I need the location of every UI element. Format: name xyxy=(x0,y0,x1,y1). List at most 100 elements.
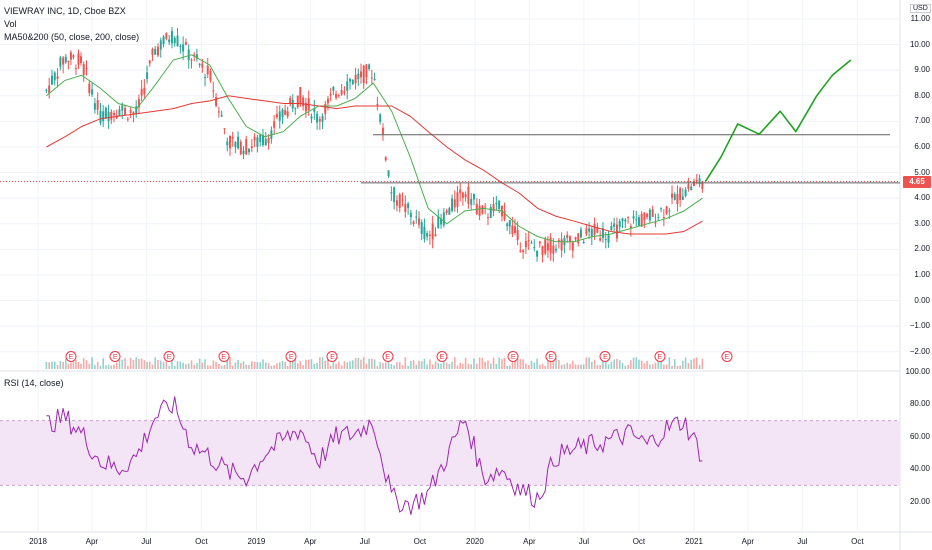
currency-unit[interactable]: USD xyxy=(910,4,931,13)
volume-indicator-label[interactable]: Vol xyxy=(4,19,17,29)
candle-body xyxy=(486,217,489,219)
volume-bar xyxy=(281,360,284,369)
candle-body xyxy=(379,114,382,122)
earnings-event-icon[interactable]: E xyxy=(436,351,448,362)
volume-bar xyxy=(676,365,679,369)
candle-body xyxy=(648,209,651,221)
volume-bar xyxy=(77,362,80,369)
volume-bar xyxy=(558,360,560,369)
volume-bar xyxy=(566,362,569,369)
volume-bar xyxy=(470,364,473,369)
candle-body xyxy=(193,54,196,57)
volume-bar xyxy=(437,363,440,369)
candle-body xyxy=(59,57,62,67)
rsi-indicator-label[interactable]: RSI (14, close) xyxy=(4,378,64,388)
candle-body xyxy=(74,68,77,70)
candle-body xyxy=(461,192,464,198)
volume-bar xyxy=(324,360,327,369)
earnings-event-icon[interactable]: E xyxy=(326,351,338,362)
volume-bar xyxy=(379,362,381,369)
volume-bar xyxy=(547,360,549,369)
time-axis-label: Jul xyxy=(578,537,589,546)
candle-body xyxy=(610,226,613,230)
candle-body xyxy=(82,64,85,75)
volume-bar xyxy=(209,365,212,369)
time-axis-label: Oct xyxy=(632,537,646,546)
volume-bar xyxy=(340,365,343,369)
candle-body xyxy=(346,81,349,91)
candle-body xyxy=(571,242,574,251)
candle-body xyxy=(522,250,525,253)
candle-body xyxy=(701,181,704,189)
moving-average-indicator-label[interactable]: MA50&200 (50, close, 200, close) xyxy=(4,32,140,42)
earnings-event-icon[interactable]: E xyxy=(721,351,733,362)
candle-body xyxy=(329,94,332,96)
volume-bar xyxy=(585,357,588,369)
candle-body xyxy=(657,217,660,219)
volume-bar xyxy=(638,359,640,369)
candle-body xyxy=(472,194,475,200)
candle-body xyxy=(195,54,198,59)
volume-bar xyxy=(185,364,187,369)
volume-bar xyxy=(618,360,621,369)
volume-bar xyxy=(316,362,318,369)
volume-bar xyxy=(182,362,184,369)
earnings-event-icon[interactable]: E xyxy=(65,351,77,362)
volume-bar xyxy=(448,364,451,369)
candle-body xyxy=(579,229,582,238)
volume-bar xyxy=(349,361,351,369)
ma200-line xyxy=(46,95,703,235)
candle-body xyxy=(514,226,517,233)
candle-body xyxy=(459,189,462,194)
volume-bar xyxy=(206,365,209,369)
earnings-event-icon[interactable]: E xyxy=(109,351,121,362)
rsi-band xyxy=(0,420,900,486)
volume-bar xyxy=(291,358,294,369)
volume-bar xyxy=(124,358,126,369)
candle-body xyxy=(464,194,467,198)
candle-body xyxy=(173,37,176,44)
candle-body xyxy=(190,59,193,61)
volume-bar xyxy=(273,365,275,369)
volume-bar xyxy=(102,358,104,369)
volume-bar xyxy=(610,361,613,369)
candle-body xyxy=(615,224,618,239)
earnings-event-icon[interactable]: E xyxy=(654,351,666,362)
volume-bar xyxy=(196,362,198,369)
volume-bar xyxy=(146,362,148,369)
earnings-event-icon[interactable]: E xyxy=(507,351,519,362)
rsi-scale-label: 20.00 xyxy=(909,496,930,506)
volume-bar xyxy=(679,365,681,369)
time-axis-label: Apr xyxy=(85,537,99,546)
volume-bar xyxy=(70,362,72,369)
candle-body xyxy=(209,70,212,81)
volume-bar xyxy=(384,362,387,369)
earnings-event-icon[interactable]: E xyxy=(599,351,611,362)
volume-bar xyxy=(382,362,384,369)
candle-body xyxy=(621,218,624,221)
earnings-event-icon[interactable]: E xyxy=(382,351,394,362)
candle-body xyxy=(316,113,319,123)
time-axis-label: 2018 xyxy=(29,537,47,546)
ma50-line xyxy=(46,54,703,243)
volume-bar xyxy=(649,364,651,369)
candle-body xyxy=(654,222,657,224)
volume-bar xyxy=(552,359,555,369)
candle-body xyxy=(110,111,113,120)
volume-bar xyxy=(635,357,638,369)
earnings-event-icon[interactable]: E xyxy=(545,351,557,362)
candle-body xyxy=(690,186,693,191)
volume-bar xyxy=(404,357,407,369)
earnings-event-icon[interactable]: E xyxy=(285,351,297,362)
symbol-title[interactable]: VIEWRAY INC, 1D, Cboe BZX xyxy=(4,6,126,16)
candle-body xyxy=(420,222,423,234)
volume-bar xyxy=(407,365,409,369)
candle-body xyxy=(56,76,59,79)
earnings-event-icon[interactable]: E xyxy=(218,351,230,362)
earnings-event-icon[interactable]: E xyxy=(163,351,175,362)
volume-bar xyxy=(82,358,85,369)
candle-body xyxy=(538,241,541,244)
volume-bar xyxy=(522,359,524,369)
volume-bar xyxy=(343,361,346,369)
